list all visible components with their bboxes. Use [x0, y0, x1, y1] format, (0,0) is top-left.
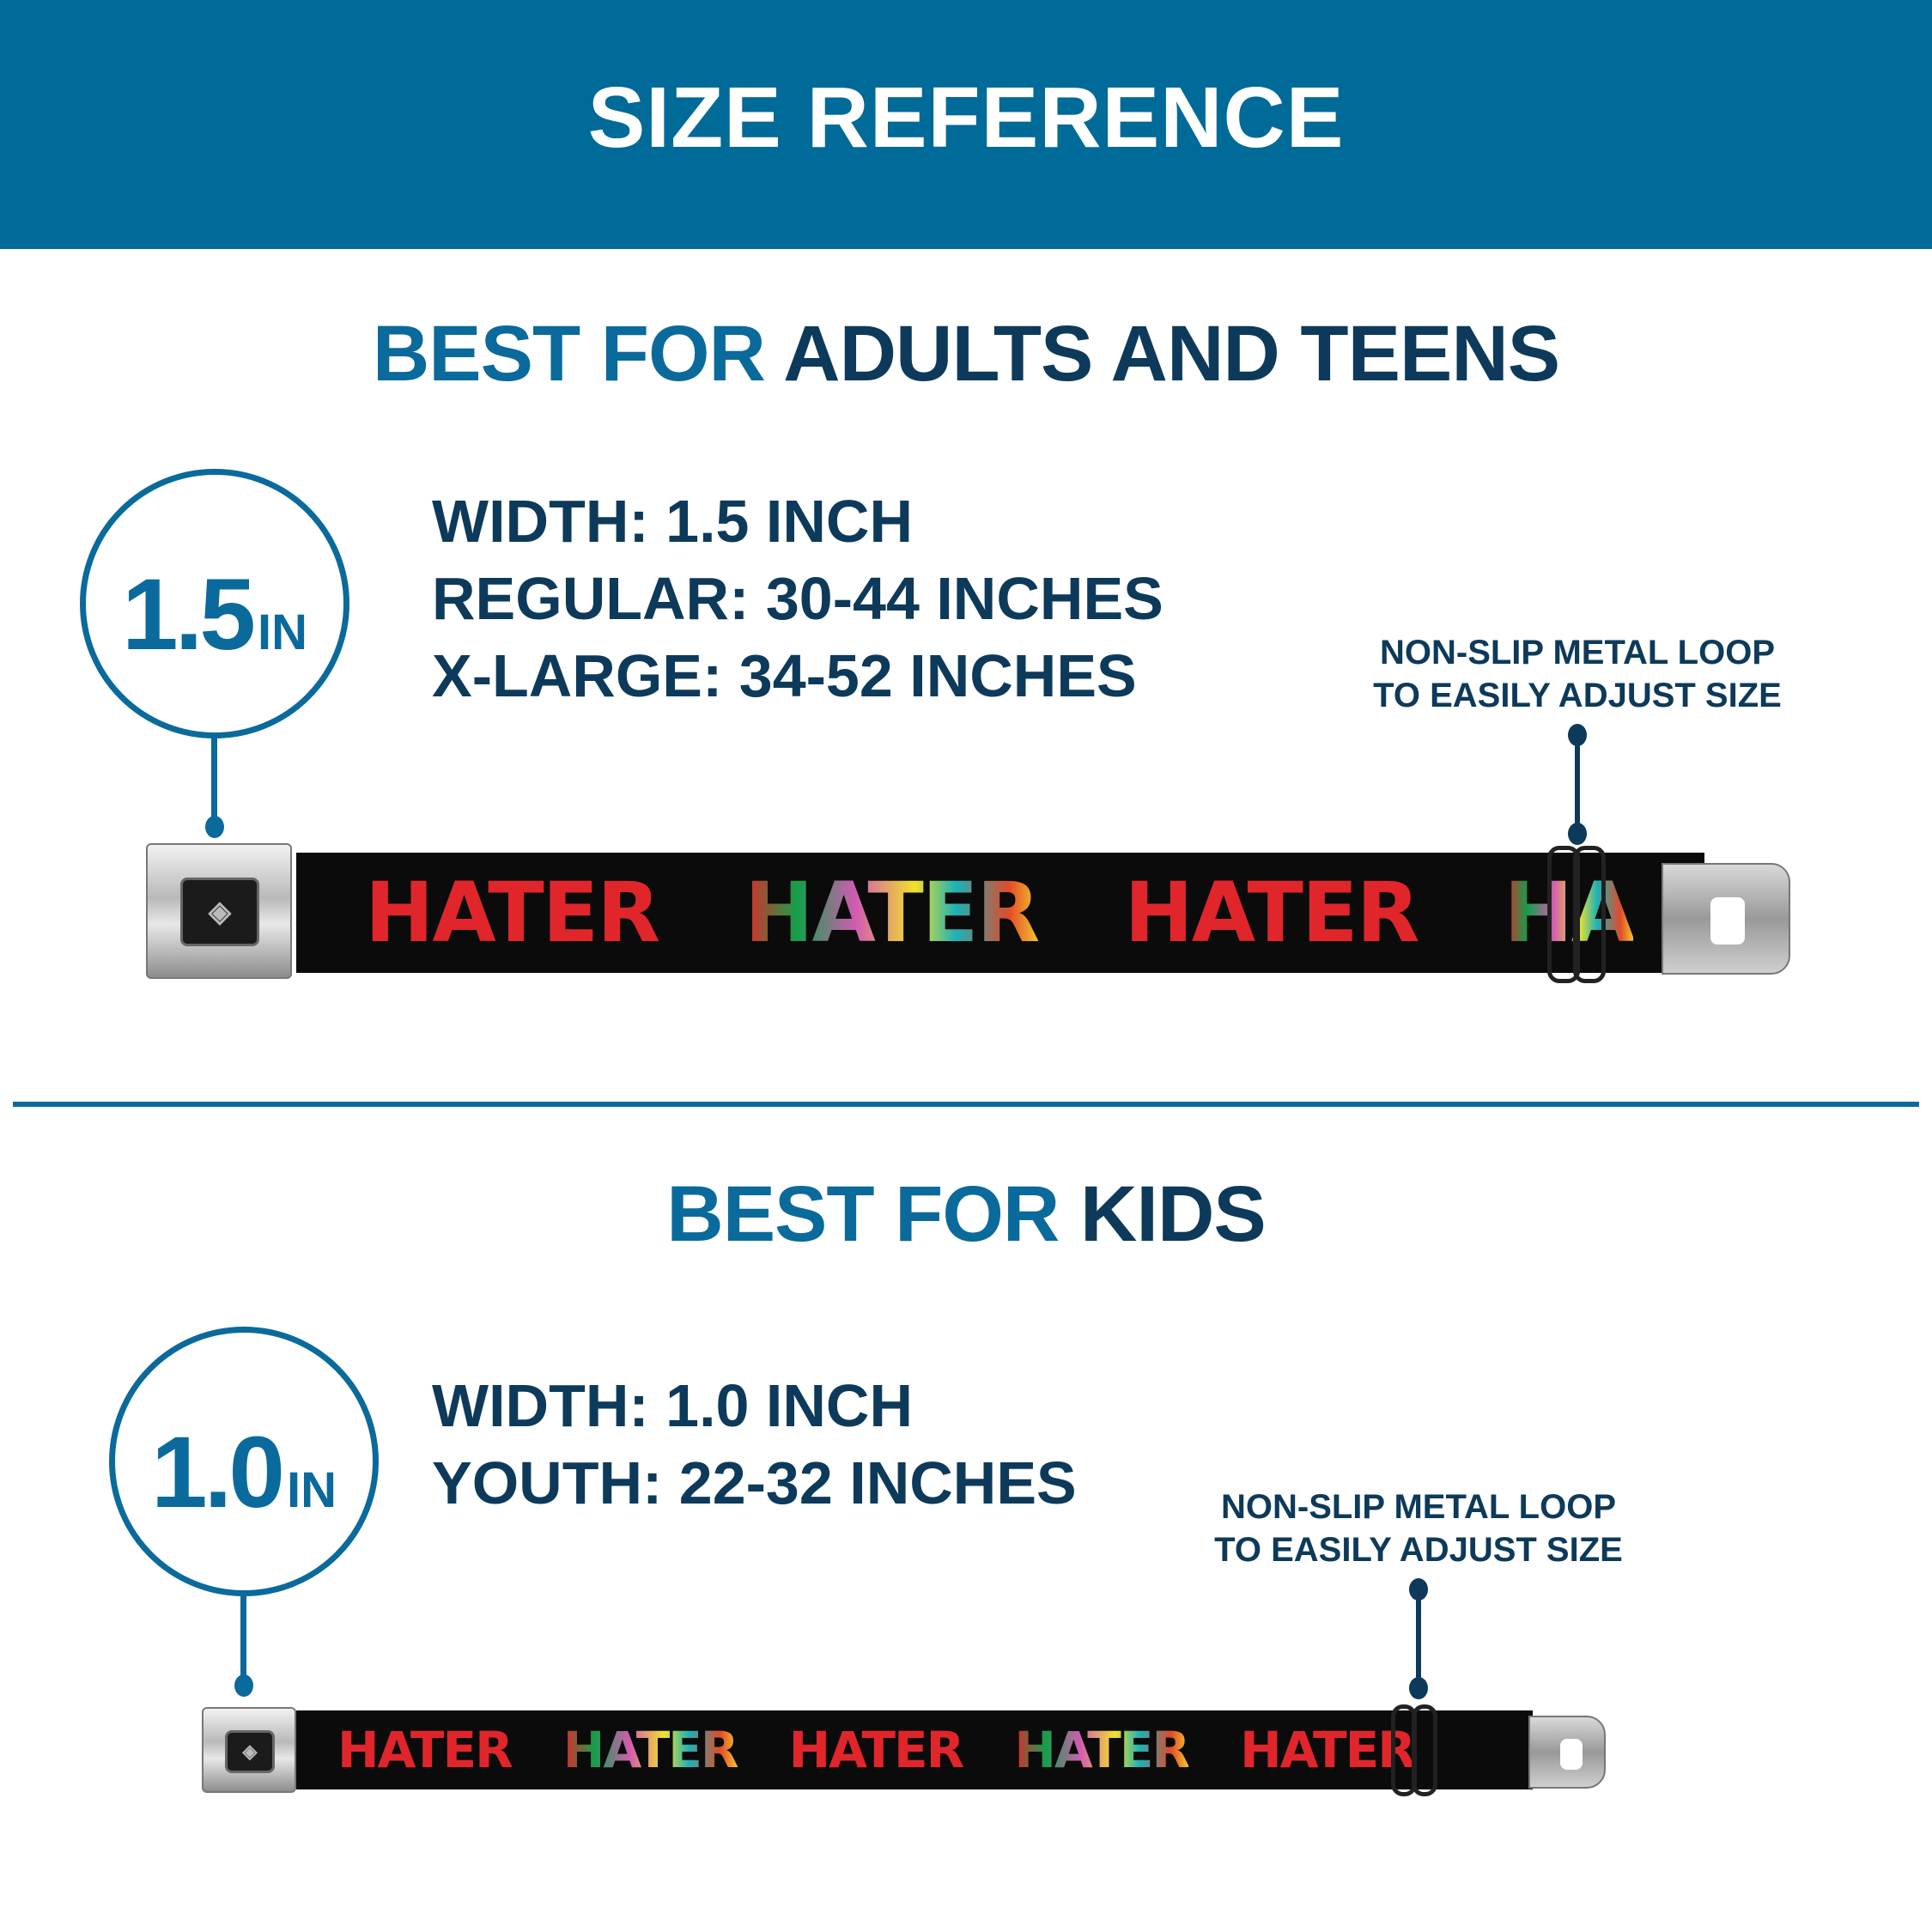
- badge-unit: IN: [258, 605, 308, 660]
- width-badge-adult: 1.5 IN: [80, 469, 349, 738]
- section-divider: [13, 1102, 1919, 1107]
- buckle-tongue: [1528, 1716, 1606, 1789]
- badge-connector: [240, 1595, 246, 1685]
- callout-line: NON-SLIP METAL LOOP: [1379, 634, 1776, 671]
- belt-print: HA: [1504, 865, 1636, 961]
- callout-line-connector: [1575, 738, 1580, 833]
- connector-dot: [234, 1674, 253, 1697]
- belt-strap-adult: HATER HATER HATER HA: [296, 853, 1704, 973]
- page-title: SIZE REFERENCE: [587, 70, 1345, 166]
- metal-loop: [1412, 1704, 1437, 1796]
- callout-dot: [1568, 724, 1587, 746]
- callout-dot: [1409, 1677, 1428, 1699]
- belt-print: HATER: [1124, 865, 1419, 961]
- callout-line: TO EASILY ADJUST SIZE: [1214, 1531, 1623, 1569]
- belt-print: HATER: [562, 1721, 739, 1779]
- belt-print: HATER: [1014, 1721, 1190, 1779]
- spec-xlarge: X-LARGE: 34-52 INCHES: [432, 642, 1137, 709]
- metal-loop: [1547, 846, 1580, 983]
- spec-youth: YOUTH: 22-32 INCHES: [432, 1449, 1077, 1516]
- loop-callout-adult: NON-SLIP METAL LOOP TO EASILY ADJUST SIZ…: [1320, 631, 1835, 717]
- belt-print: HATER: [365, 865, 660, 961]
- title-accent: BEST FOR: [372, 310, 766, 398]
- title-accent: BEST FOR: [666, 1170, 1060, 1258]
- width-badge-kids: 1.0 IN: [109, 1327, 379, 1596]
- belt-print: HATER: [337, 1721, 513, 1779]
- callout-dot: [1568, 823, 1587, 845]
- seatbelt-buckle-adult: ◈: [146, 843, 292, 979]
- callout-line: TO EASILY ADJUST SIZE: [1373, 677, 1782, 714]
- spec-width: WIDTH: 1.5 INCH: [432, 488, 913, 555]
- belt-print: HATER: [744, 865, 1040, 961]
- buckle-logo-icon: ◈: [180, 878, 259, 946]
- badge-value: 1.0: [150, 1416, 285, 1529]
- spec-regular: REGULAR: 30-44 INCHES: [432, 565, 1163, 632]
- badge-connector: [211, 737, 217, 827]
- adults-section-title: BEST FOR ADULTS AND TEENS: [0, 309, 1932, 399]
- callout-dot: [1409, 1578, 1428, 1601]
- loop-callout-kids: NON-SLIP METAL LOOP TO EASILY ADJUST SIZ…: [1161, 1485, 1676, 1571]
- buckle-logo-icon: ◈: [225, 1730, 275, 1773]
- belt-print: HATER: [1240, 1721, 1416, 1779]
- badge-value: 1.5: [121, 558, 256, 671]
- metal-loop: [1573, 846, 1606, 983]
- kids-section-title: BEST FOR KIDS: [0, 1170, 1932, 1260]
- callout-line: NON-SLIP METAL LOOP: [1220, 1488, 1617, 1526]
- seatbelt-buckle-kids: ◈: [202, 1707, 296, 1793]
- belt-print: HATER: [788, 1721, 965, 1779]
- badge-unit: IN: [287, 1462, 337, 1518]
- adult-specs: WIDTH: 1.5 INCH REGULAR: 30-44 INCHES X-…: [432, 483, 1163, 714]
- spec-width: WIDTH: 1.0 INCH: [432, 1372, 913, 1439]
- callout-line-connector: [1416, 1593, 1421, 1687]
- belt-strap-kids: HATER HATER HATER HATER HATER: [296, 1710, 1533, 1789]
- header-banner: [0, 0, 1932, 249]
- title-rest: KIDS: [1079, 1170, 1267, 1258]
- buckle-tongue: [1662, 863, 1790, 975]
- kids-specs: WIDTH: 1.0 INCH YOUTH: 22-32 INCHES: [432, 1367, 1077, 1522]
- title-rest: ADULTS AND TEENS: [783, 310, 1560, 398]
- connector-dot: [205, 816, 224, 838]
